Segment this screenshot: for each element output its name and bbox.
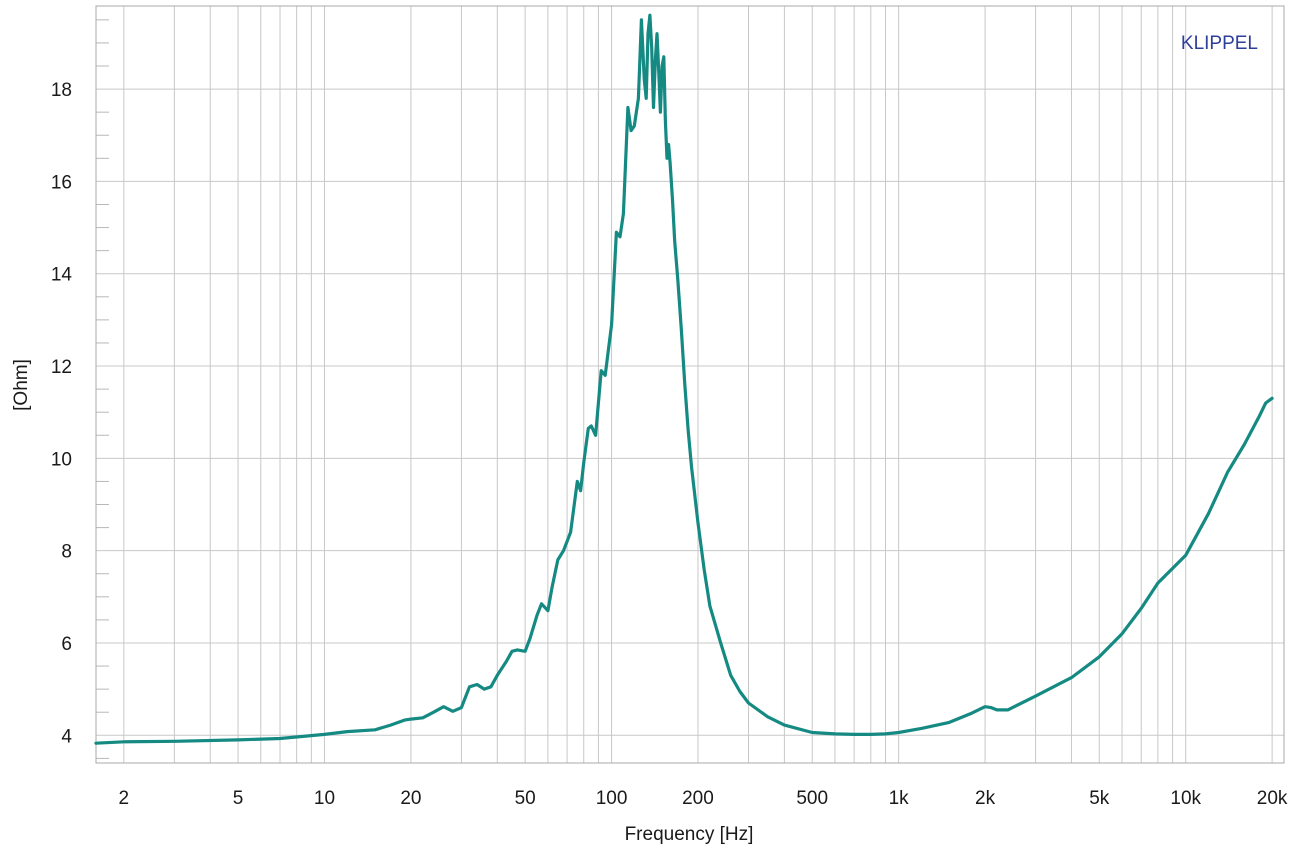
x-tick-label: 5k bbox=[1089, 788, 1110, 809]
x-tick-label: 500 bbox=[796, 788, 828, 809]
x-tick-labels: 2 5 10 20 50 100 200 500 1k 2k 5k 10k 20k bbox=[119, 788, 1288, 809]
y-tick-labels: 4 6 8 10 12 14 16 18 bbox=[51, 80, 73, 747]
y-tick-label: 6 bbox=[61, 634, 72, 655]
x-tick-label: 100 bbox=[596, 788, 628, 809]
x-tick-label: 50 bbox=[515, 788, 536, 809]
x-tick-label: 5 bbox=[233, 788, 244, 809]
y-tick-label: 18 bbox=[51, 80, 72, 101]
grid bbox=[96, 6, 1284, 763]
y-tick-label: 16 bbox=[51, 172, 72, 193]
y-tick-label: 14 bbox=[51, 265, 73, 286]
x-tick-label: 10k bbox=[1170, 788, 1201, 809]
x-tick-label: 2k bbox=[975, 788, 996, 809]
y-minor-ticks bbox=[96, 19, 109, 759]
y-axis-title: [Ohm] bbox=[11, 359, 32, 411]
y-tick-label: 4 bbox=[61, 726, 72, 747]
x-tick-label: 200 bbox=[682, 788, 714, 809]
x-tick-label: 2 bbox=[119, 788, 130, 809]
x-tick-label: 10 bbox=[314, 788, 335, 809]
series-layer bbox=[94, 13, 1274, 745]
y-tick-label: 12 bbox=[51, 357, 72, 378]
y-tick-label: 10 bbox=[51, 449, 72, 470]
plot-area-border bbox=[95, 5, 1285, 764]
x-axis-title: Frequency [Hz] bbox=[625, 824, 754, 845]
x-tick-label: 1k bbox=[889, 788, 910, 809]
x-tick-label: 20 bbox=[400, 788, 421, 809]
y-tick-label: 8 bbox=[61, 542, 72, 563]
impedance-series-line bbox=[94, 13, 1274, 745]
klippel-watermark: KLIPPEL bbox=[1181, 33, 1258, 54]
x-tick-label: 20k bbox=[1257, 788, 1288, 809]
